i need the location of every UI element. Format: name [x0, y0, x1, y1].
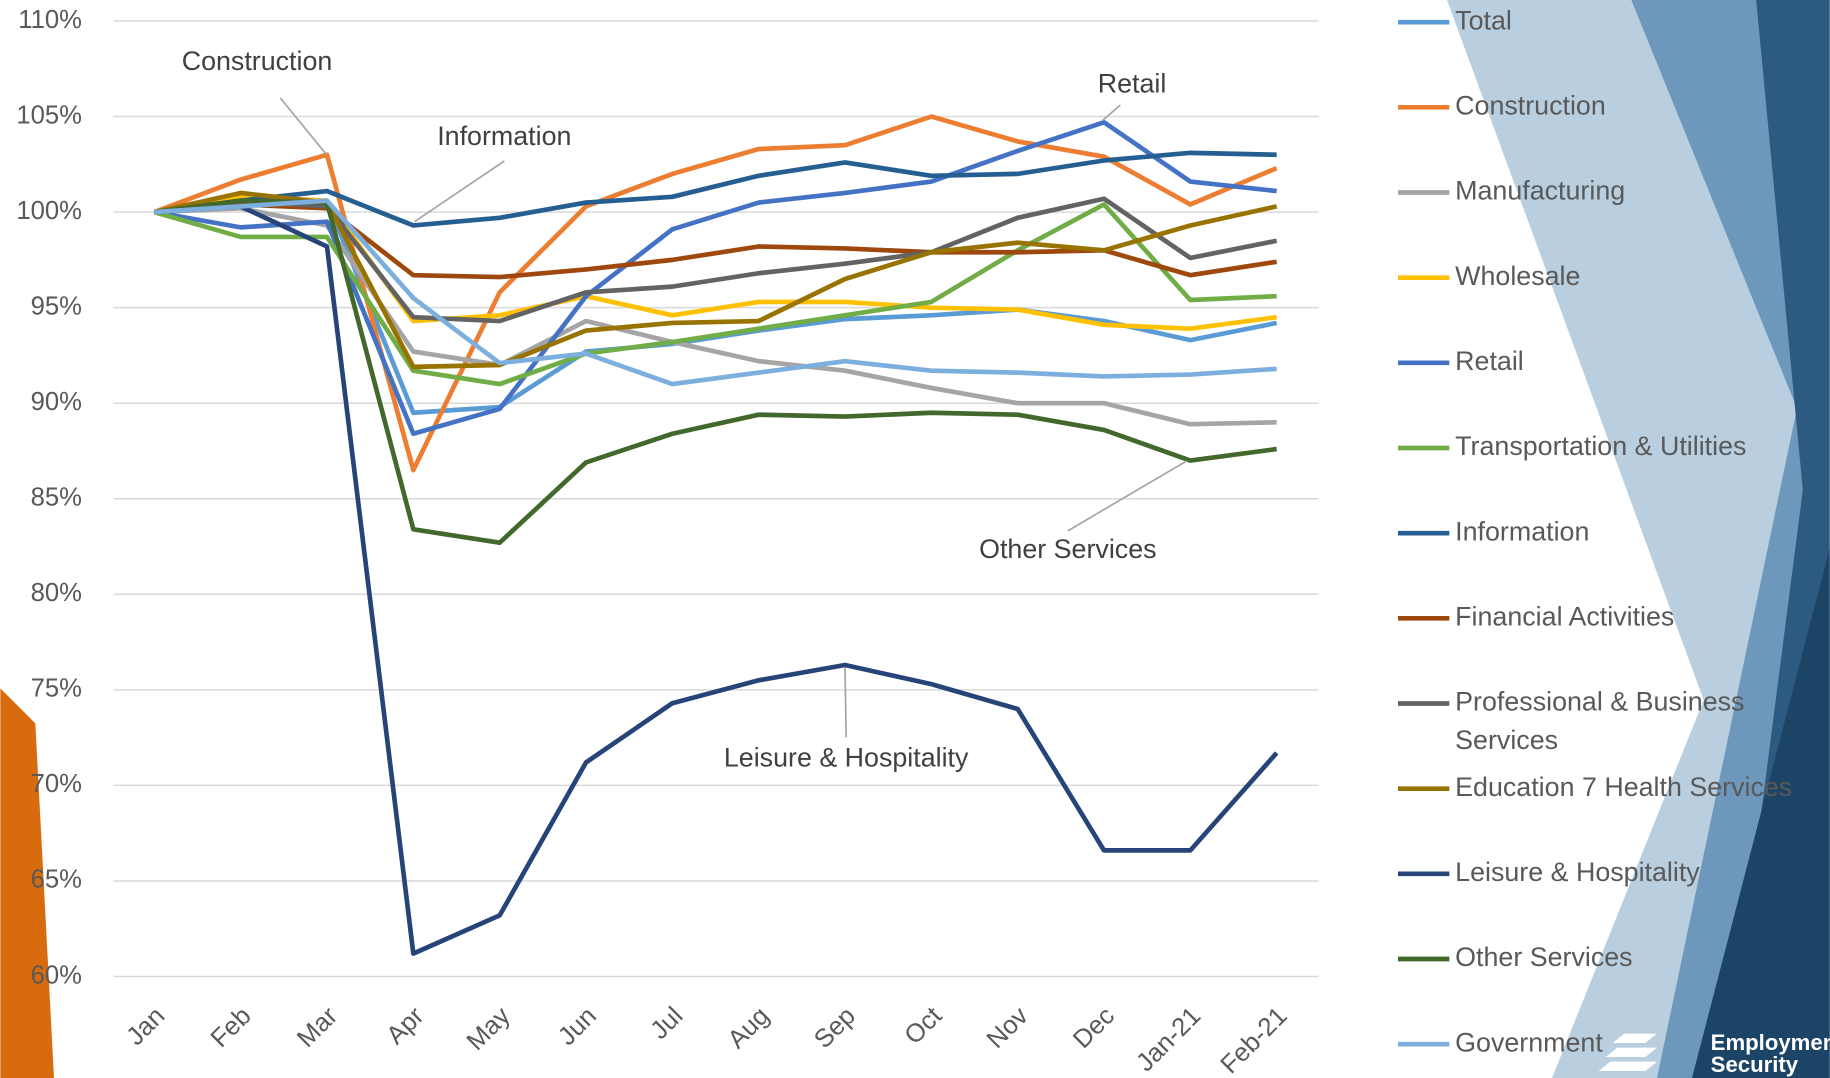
annotation: Construction	[182, 46, 333, 76]
y-tick-label: 95%	[31, 292, 82, 320]
annotation-leader	[844, 667, 848, 738]
x-tick-label: Mar	[292, 1002, 343, 1053]
series-line	[153, 202, 1277, 387]
x-tick-label: Oct	[899, 1002, 947, 1050]
x-tick-label: Jan	[121, 1002, 170, 1051]
legend-label: Manufacturing	[1455, 176, 1625, 206]
x-tick-label: Dec	[1068, 1002, 1120, 1054]
y-tick-label: 110%	[18, 6, 82, 34]
y-tick-label: 75%	[31, 675, 82, 703]
x-tick-label: Jul	[645, 1002, 688, 1045]
annotation-leader	[1067, 460, 1188, 532]
legend-label: Financial Activities	[1455, 601, 1674, 631]
annotation: Retail	[1098, 68, 1167, 98]
legend-label: Total	[1455, 5, 1512, 35]
series-line	[153, 114, 1278, 473]
annotation: Other Services	[979, 534, 1156, 564]
series-line	[153, 190, 1278, 370]
y-tick-label: 70%	[31, 770, 82, 798]
legend-label: Education 7 Health Services	[1455, 772, 1792, 802]
y-tick-label: 85%	[31, 484, 82, 512]
series-line	[154, 198, 1277, 387]
legend-label: Information	[1455, 516, 1589, 546]
logo-text: Employment	[1711, 1030, 1830, 1055]
x-tick-label: Nov	[982, 1002, 1034, 1054]
x-tick-label: Aug	[723, 1002, 775, 1054]
plot: 60% 65% 70% 75% 80% 85% 90% 95% 100% 105% 110% Jan F…	[16, 5, 1792, 1078]
legend-label: Construction	[1455, 90, 1606, 120]
annotation-leader	[279, 97, 328, 156]
x-tick-label: May	[462, 1002, 516, 1056]
series-line	[154, 204, 1279, 956]
series-line	[154, 150, 1277, 228]
series-line	[154, 205, 1277, 427]
x-tick-label: Feb	[206, 1002, 257, 1053]
legend-label: Transportation & Utilities	[1455, 431, 1746, 461]
x-tick-label: Jan-21	[1131, 1002, 1206, 1077]
legend-label-line: Services	[1455, 725, 1558, 755]
annotation: Leisure & Hospitality	[724, 743, 969, 773]
annotation-leader	[414, 160, 505, 223]
annotation: Information	[437, 121, 571, 151]
x-tick-label: Apr	[381, 1002, 429, 1050]
x-tick-label: Sep	[809, 1002, 861, 1054]
legend-label: Government	[1455, 1027, 1603, 1057]
y-tick-label: 80%	[31, 579, 82, 607]
decor	[0, 688, 55, 1078]
y-tick-label: 100%	[16, 197, 82, 225]
legend-label: Retail	[1455, 346, 1524, 376]
legend-label-line: Professional & Business	[1455, 687, 1744, 717]
y-tick-label: 65%	[31, 866, 82, 894]
logo-text: Security	[1711, 1052, 1799, 1077]
y-tick-label: 105%	[16, 101, 82, 129]
y-tick-label: 90%	[31, 388, 82, 416]
series-line	[154, 198, 1277, 546]
series-line	[154, 196, 1278, 324]
legend-label: Leisure & Hospitality	[1455, 857, 1700, 887]
legend-label: Other Services	[1455, 942, 1632, 972]
legend-label: Professional & Business Services	[1455, 687, 1744, 756]
legend-label: Wholesale	[1455, 261, 1580, 291]
logo: Employment Security	[1598, 1030, 1830, 1077]
annotation-leader	[1102, 104, 1121, 121]
y-tick-label: 60%	[31, 961, 82, 989]
x-tick-label: Feb-21	[1215, 1002, 1292, 1078]
x-tick-label: Jun	[553, 1002, 602, 1051]
